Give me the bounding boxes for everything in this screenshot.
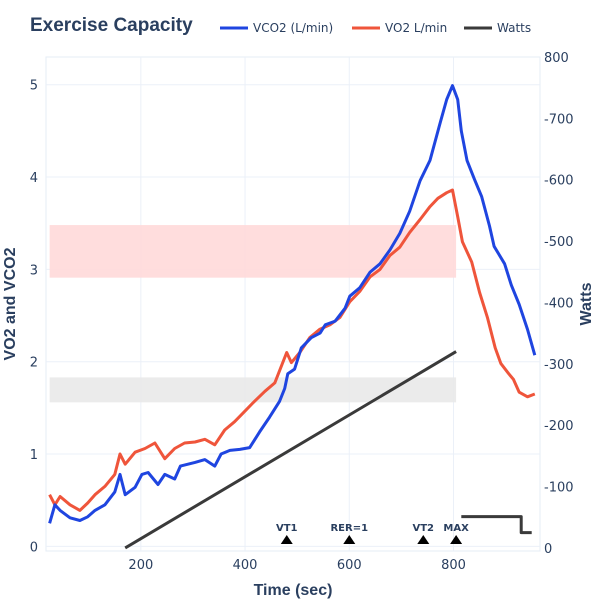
- y2-axis-title: Watts: [578, 282, 595, 325]
- marker-vt1: VT1: [276, 523, 298, 544]
- legend-item-watts[interactable]: Watts: [464, 21, 531, 35]
- legend: VCO2 (L/min) VO2 L/min Watts: [220, 21, 531, 35]
- x-tick-label: 800: [441, 558, 466, 573]
- y2-axis-ticks: 0 -100 -200 -300 -400 -500 -600 -700 800: [544, 51, 574, 557]
- chart-title: Exercise Capacity: [30, 15, 193, 36]
- gray-threshold-band: [49, 377, 457, 403]
- y2-tick-label: -400: [544, 296, 574, 311]
- legend-label-watts: Watts: [497, 21, 531, 35]
- y-tick-label: 3: [30, 263, 38, 278]
- y-tick-label: 5: [30, 79, 38, 94]
- legend-label-vo2: VO2 L/min: [385, 21, 447, 35]
- y2-tick-label: -700: [544, 112, 574, 127]
- y-tick-label: 4: [30, 171, 38, 186]
- y-tick-label: 1: [30, 448, 38, 463]
- y2-tick-label: -100: [544, 481, 574, 496]
- marker-max: MAX: [443, 523, 469, 544]
- marker-label: RER=1: [330, 523, 368, 534]
- marker-triangle-icon: [450, 535, 463, 544]
- marker-triangle-icon: [343, 535, 356, 544]
- y-tick-label: 2: [30, 356, 38, 371]
- marker-rer1: RER=1: [330, 523, 368, 544]
- marker-label: MAX: [443, 523, 469, 534]
- y-axis-title: VO2 and VCO2: [2, 247, 19, 360]
- marker-label: VT2: [413, 523, 435, 534]
- vco2-line: [48, 84, 537, 524]
- legend-item-vco2[interactable]: VCO2 (L/min): [220, 21, 333, 35]
- series-lines: [48, 84, 537, 550]
- marker-triangle-icon: [280, 535, 293, 544]
- marker-vt2: VT2: [413, 523, 435, 544]
- legend-item-vo2[interactable]: VO2 L/min: [352, 21, 447, 35]
- y2-tick-label: -200: [544, 419, 574, 434]
- y2-tick-label: -300: [544, 358, 574, 373]
- watts-line: [124, 350, 532, 550]
- y2-tick-label: 800: [544, 51, 569, 66]
- threshold-markers: VT1 RER=1 VT2 MAX: [276, 523, 469, 544]
- y2-tick-label: -600: [544, 174, 574, 189]
- x-tick-label: 600: [337, 558, 362, 573]
- y-tick-label: 0: [30, 540, 38, 555]
- plot-frame: [45, 56, 541, 552]
- y2-tick-label: -500: [544, 235, 574, 250]
- marker-triangle-icon: [417, 535, 430, 544]
- x-axis-ticks: 200 400 600 800: [128, 558, 465, 573]
- x-tick-label: 200: [128, 558, 153, 573]
- y2-tick-label: 0: [544, 542, 552, 557]
- x-tick-label: 400: [233, 558, 258, 573]
- marker-label: VT1: [276, 523, 298, 534]
- y-axis-ticks: 0 1 2 3 4 5: [30, 79, 38, 556]
- x-axis-title: Time (sec): [254, 582, 333, 599]
- legend-label-vco2: VCO2 (L/min): [253, 21, 333, 35]
